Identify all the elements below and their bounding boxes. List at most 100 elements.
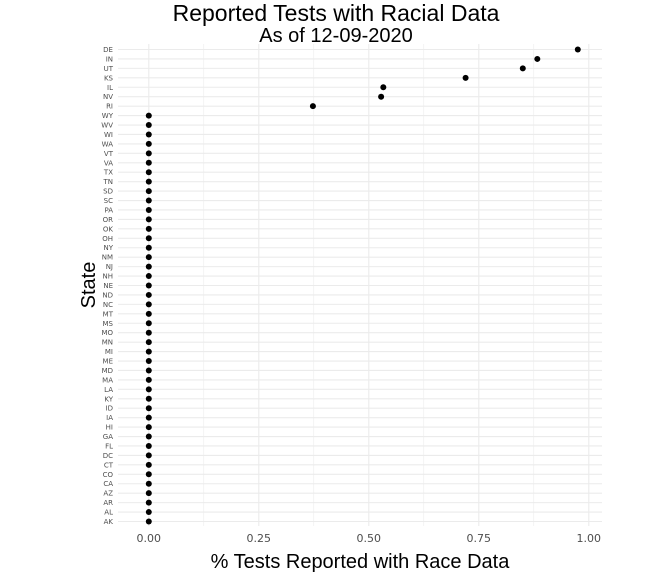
y-tick-label: NE	[103, 282, 113, 290]
y-tick-label: CT	[104, 461, 114, 469]
y-tick-label: MO	[101, 329, 113, 337]
y-tick-label: MS	[103, 320, 114, 328]
data-point-oh	[145, 235, 152, 242]
data-point-id	[145, 405, 152, 412]
data-point-hi	[145, 424, 152, 431]
y-tick-label: LA	[104, 386, 113, 394]
data-point-ks	[462, 74, 469, 81]
x-axis-title: % Tests Reported with Race Data	[211, 551, 511, 573]
data-point-ok	[145, 225, 152, 232]
data-point-nv	[378, 93, 385, 100]
y-tick-label: FL	[105, 442, 113, 450]
data-point-nd	[145, 291, 152, 298]
y-tick-label: HI	[106, 424, 113, 432]
data-point-md	[145, 367, 152, 374]
data-point-fl	[145, 442, 152, 449]
y-tick-label: SC	[104, 197, 113, 205]
x-tick-labels: 0.00 0.25 0.50 0.75 1.00	[137, 532, 601, 545]
y-tick-label: SD	[103, 188, 113, 196]
data-point-ct	[145, 461, 152, 468]
y-tick-label: KS	[104, 74, 114, 82]
y-tick-label: AL	[104, 509, 113, 517]
data-point-sd	[145, 188, 152, 195]
y-tick-label: AK	[104, 518, 114, 526]
data-point-va	[145, 159, 152, 166]
y-tick-label: CO	[103, 471, 114, 479]
data-point-ut	[519, 65, 526, 72]
data-point-nh	[145, 273, 152, 280]
y-tick-label: MD	[102, 367, 113, 375]
data-point-ri	[309, 103, 316, 110]
data-point-tx	[145, 169, 152, 176]
data-point-pa	[145, 206, 152, 213]
y-tick-label: UT	[104, 65, 114, 73]
data-point-or	[145, 216, 152, 223]
data-point-co	[145, 471, 152, 478]
x-tick-label: 0.50	[357, 532, 382, 545]
data-point-ny	[145, 244, 152, 251]
y-tick-label: WI	[104, 131, 113, 139]
data-point-ne	[145, 282, 152, 289]
data-point-mi	[145, 348, 152, 355]
y-tick-label: NV	[103, 93, 113, 101]
data-point-ia	[145, 414, 152, 421]
y-tick-label: MA	[102, 376, 113, 384]
data-point-dc	[145, 452, 152, 459]
x-tick-label: 0.25	[247, 532, 272, 545]
y-tick-label: OH	[102, 235, 113, 243]
y-tick-label: WY	[102, 112, 114, 120]
y-tick-label: AZ	[103, 490, 113, 498]
data-point-in	[534, 55, 541, 62]
y-tick-label: PA	[104, 206, 113, 214]
data-point-mn	[145, 339, 152, 346]
y-tick-label: NJ	[106, 263, 113, 271]
data-point-ar	[145, 499, 152, 506]
data-point-vt	[145, 150, 152, 157]
y-tick-label: IA	[106, 414, 113, 422]
data-point-az	[145, 490, 152, 497]
data-point-wi	[145, 131, 152, 138]
data-point-la	[145, 386, 152, 393]
data-point-ak	[145, 518, 152, 525]
y-tick-label: NC	[103, 301, 113, 309]
y-tick-label: DE	[103, 46, 113, 54]
data-point-ms	[145, 320, 152, 327]
data-point-mt	[145, 310, 152, 317]
data-point-al	[145, 509, 152, 516]
data-point-nc	[145, 301, 152, 308]
data-point-nj	[145, 263, 152, 270]
y-tick-label: ID	[106, 405, 113, 413]
y-tick-label: CA	[103, 480, 113, 488]
data-point-il	[380, 84, 387, 91]
y-tick-label: TN	[102, 178, 113, 186]
y-tick-label: RI	[106, 103, 113, 111]
data-point-wv	[145, 122, 152, 129]
chart-title: Reported Tests with Racial Data	[173, 0, 500, 26]
y-tick-label: GA	[103, 433, 113, 441]
data-point-nm	[145, 254, 152, 261]
y-tick-label: DC	[103, 452, 113, 460]
data-point-wy	[145, 112, 152, 119]
y-tick-label: NM	[102, 254, 113, 262]
data-point-de	[574, 46, 581, 53]
y-tick-label: OR	[103, 216, 114, 224]
data-point-sc	[145, 197, 152, 204]
data-point-mo	[145, 329, 152, 336]
y-tick-label: MI	[105, 348, 113, 356]
x-tick-label: 0.75	[467, 532, 492, 545]
y-tick-label: ME	[103, 358, 113, 366]
y-tick-label: NY	[103, 244, 113, 252]
chart-subtitle: As of 12-09-2020	[259, 25, 412, 47]
y-tick-label: MT	[103, 310, 114, 318]
y-tick-label: WV	[101, 122, 113, 130]
y-tick-label: ND	[102, 291, 113, 299]
y-tick-label: WA	[102, 140, 114, 148]
y-tick-label: NH	[103, 273, 114, 281]
y-tick-label: MN	[102, 339, 113, 347]
y-tick-label: KY	[104, 395, 113, 403]
y-tick-label: OK	[103, 225, 114, 233]
y-tick-label: VT	[104, 150, 114, 158]
